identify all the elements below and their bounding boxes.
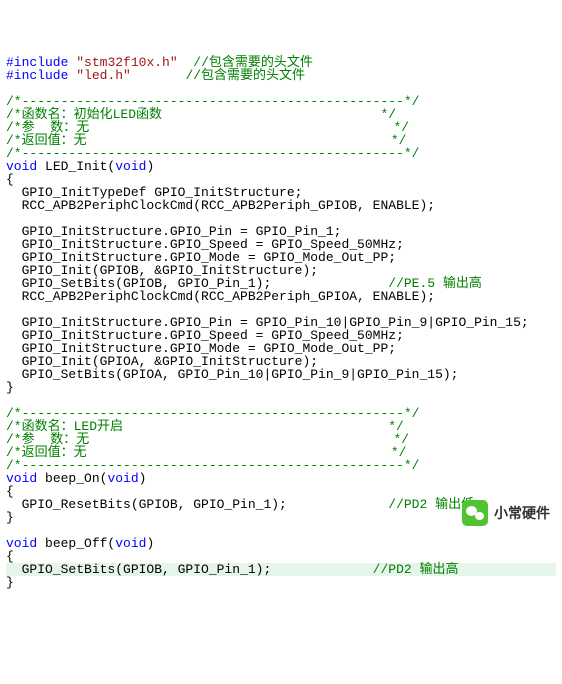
code-line: RCC_APB2PeriphClockCmd(RCC_APB2Periph_GP…	[6, 290, 556, 303]
token-cmt: //PD2 输出高	[373, 562, 459, 577]
token-txt: LED_Init(	[37, 159, 115, 174]
token-txt: )	[139, 471, 147, 486]
code-line: void beep_Off(void)	[6, 537, 556, 550]
code-line: #include "led.h" //包含需要的头文件	[6, 69, 556, 82]
token-kw: void	[115, 159, 146, 174]
token-txt: GPIO_SetBits(GPIOA, GPIO_Pin_10|GPIO_Pin…	[6, 367, 458, 382]
code-line: }	[6, 576, 556, 589]
token-str: "led.h"	[76, 68, 131, 83]
wechat-icon	[462, 500, 488, 526]
code-line: }	[6, 381, 556, 394]
token-txt: RCC_APB2PeriphClockCmd(RCC_APB2Periph_GP…	[6, 289, 435, 304]
watermark: 小常硬件	[462, 500, 550, 526]
token-txt: )	[146, 536, 154, 551]
code-line: RCC_APB2PeriphClockCmd(RCC_APB2Periph_GP…	[6, 199, 556, 212]
token-kw: void	[107, 471, 138, 486]
token-txt: )	[146, 159, 154, 174]
token-txt	[131, 68, 186, 83]
watermark-text: 小常硬件	[494, 506, 550, 520]
token-txt: GPIO_ResetBits(GPIOB, GPIO_Pin_1);	[6, 497, 388, 512]
token-kw: void	[115, 536, 146, 551]
token-txt: beep_Off(	[37, 536, 115, 551]
token-txt: RCC_APB2PeriphClockCmd(RCC_APB2Periph_GP…	[6, 198, 435, 213]
code-line: GPIO_SetBits(GPIOA, GPIO_Pin_10|GPIO_Pin…	[6, 368, 556, 381]
token-cmt: //包含需要的头文件	[185, 68, 305, 83]
token-kw: #include	[6, 68, 68, 83]
code-line: void beep_On(void)	[6, 472, 556, 485]
token-txt: }	[6, 575, 14, 590]
token-txt: GPIO_SetBits(GPIOB, GPIO_Pin_1);	[6, 562, 373, 577]
code-line: GPIO_SetBits(GPIOB, GPIO_Pin_1); //PD2 输…	[6, 563, 556, 576]
token-txt: beep_On(	[37, 471, 107, 486]
code-line: void LED_Init(void)	[6, 160, 556, 173]
